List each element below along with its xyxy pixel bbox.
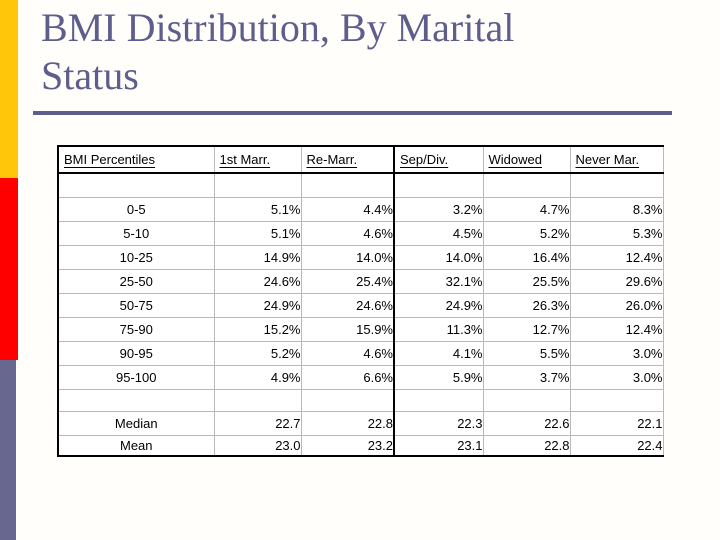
table-row: 5-10 5.1% 4.6% 4.5% 5.2% 5.3% xyxy=(57,220,664,246)
table-cell: 25.4% xyxy=(300,268,395,294)
row-label: 25-50 xyxy=(57,268,215,294)
table-header-row: BMI Percentiles 1st Marr. Re-Marr. Sep/D… xyxy=(57,145,664,174)
table-row: 10-25 14.9% 14.0% 14.0% 16.4% 12.4% xyxy=(57,244,664,270)
table-cell-empty xyxy=(57,172,215,198)
table-cell: 24.6% xyxy=(300,292,395,318)
table-cell: 4.6% xyxy=(300,220,395,246)
spacer-row xyxy=(57,172,664,198)
accent-bar-blue xyxy=(0,360,16,540)
table-cell: 4.9% xyxy=(213,364,302,390)
row-label: 10-25 xyxy=(57,244,215,270)
table-cell: 29.6% xyxy=(569,268,664,294)
table-cell: 23.2 xyxy=(300,434,395,457)
table-cell: 4.1% xyxy=(393,340,484,366)
table-row-mean: Mean 23.0 23.2 23.1 22.8 22.4 xyxy=(57,434,664,457)
table-cell: 15.9% xyxy=(300,316,395,342)
table-row: 95-100 4.9% 6.6% 5.9% 3.7% 3.0% xyxy=(57,364,664,390)
table-cell: 5.1% xyxy=(213,220,302,246)
column-header-bmi-percentiles: BMI Percentiles xyxy=(57,145,215,174)
table-cell: 14.0% xyxy=(300,244,395,270)
table-cell: 24.9% xyxy=(393,292,484,318)
row-label: Median xyxy=(57,410,215,436)
table-cell-empty xyxy=(213,172,302,198)
table-cell: 4.7% xyxy=(482,196,571,222)
accent-bar-yellow xyxy=(0,0,18,178)
table-cell: 32.1% xyxy=(393,268,484,294)
column-header-re-marr: Re-Marr. xyxy=(300,145,395,174)
table-cell: 3.7% xyxy=(482,364,571,390)
table-cell: 22.3 xyxy=(393,410,484,436)
table-cell: 23.1 xyxy=(393,434,484,457)
table-cell: 5.2% xyxy=(482,220,571,246)
row-label: 95-100 xyxy=(57,364,215,390)
table-cell: 5.5% xyxy=(482,340,571,366)
row-label: Mean xyxy=(57,434,215,457)
table-cell: 22.7 xyxy=(213,410,302,436)
table-cell: 14.0% xyxy=(393,244,484,270)
table-cell-empty xyxy=(57,388,215,412)
row-label: 75-90 xyxy=(57,316,215,342)
accent-bar-red xyxy=(0,178,18,360)
table-cell: 3.0% xyxy=(569,340,664,366)
table-cell: 6.6% xyxy=(300,364,395,390)
table-cell-empty xyxy=(569,172,664,198)
table-cell: 22.1 xyxy=(569,410,664,436)
column-header-widowed: Widowed xyxy=(482,145,571,174)
spacer-row xyxy=(57,388,664,412)
row-label: 50-75 xyxy=(57,292,215,318)
row-label: 90-95 xyxy=(57,340,215,366)
table-row: 25-50 24.6% 25.4% 32.1% 25.5% 29.6% xyxy=(57,268,664,294)
table-cell: 26.0% xyxy=(569,292,664,318)
table-cell: 8.3% xyxy=(569,196,664,222)
table-cell-empty xyxy=(393,172,484,198)
column-header-never-mar: Never Mar. xyxy=(569,145,664,174)
table-cell-empty xyxy=(213,388,302,412)
table-cell: 5.9% xyxy=(393,364,484,390)
table-cell: 12.7% xyxy=(482,316,571,342)
table-row: 0-5 5.1% 4.4% 3.2% 4.7% 8.3% xyxy=(57,196,664,222)
table-cell-empty xyxy=(482,388,571,412)
table-cell: 22.4 xyxy=(569,434,664,457)
table-cell: 5.1% xyxy=(213,196,302,222)
table-cell: 4.6% xyxy=(300,340,395,366)
table-cell: 11.3% xyxy=(393,316,484,342)
table-cell: 5.2% xyxy=(213,340,302,366)
row-label: 5-10 xyxy=(57,220,215,246)
table-cell: 26.3% xyxy=(482,292,571,318)
table-cell-empty xyxy=(393,388,484,412)
table-row-median: Median 22.7 22.8 22.3 22.6 22.1 xyxy=(57,410,664,436)
bmi-table: BMI Percentiles 1st Marr. Re-Marr. Sep/D… xyxy=(57,145,664,457)
table-cell: 4.5% xyxy=(393,220,484,246)
table-cell: 12.4% xyxy=(569,316,664,342)
table-cell-empty xyxy=(300,172,395,198)
column-header-1st-marr: 1st Marr. xyxy=(213,145,302,174)
row-label: 0-5 xyxy=(57,196,215,222)
table-cell: 4.4% xyxy=(300,196,395,222)
table-row: 50-75 24.9% 24.6% 24.9% 26.3% 26.0% xyxy=(57,292,664,318)
table-cell: 25.5% xyxy=(482,268,571,294)
table-cell: 12.4% xyxy=(569,244,664,270)
table-cell: 22.6 xyxy=(482,410,571,436)
slide-title: BMI Distribution, By Marital Status xyxy=(41,5,515,98)
title-rule xyxy=(33,111,672,115)
table-cell: 3.2% xyxy=(393,196,484,222)
table-cell: 3.0% xyxy=(569,364,664,390)
table-cell: 14.9% xyxy=(213,244,302,270)
table-cell-empty xyxy=(482,172,571,198)
table-cell: 22.8 xyxy=(482,434,571,457)
table-row: 75-90 15.2% 15.9% 11.3% 12.7% 12.4% xyxy=(57,316,664,342)
table-cell: 23.0 xyxy=(213,434,302,457)
table-cell: 22.8 xyxy=(300,410,395,436)
table-cell: 16.4% xyxy=(482,244,571,270)
table-cell: 15.2% xyxy=(213,316,302,342)
column-header-sep-div: Sep/Div. xyxy=(393,145,484,174)
table-cell: 24.6% xyxy=(213,268,302,294)
table-cell: 5.3% xyxy=(569,220,664,246)
table-cell-empty xyxy=(300,388,395,412)
table-cell-empty xyxy=(569,388,664,412)
table-row: 90-95 5.2% 4.6% 4.1% 5.5% 3.0% xyxy=(57,340,664,366)
table-cell: 24.9% xyxy=(213,292,302,318)
